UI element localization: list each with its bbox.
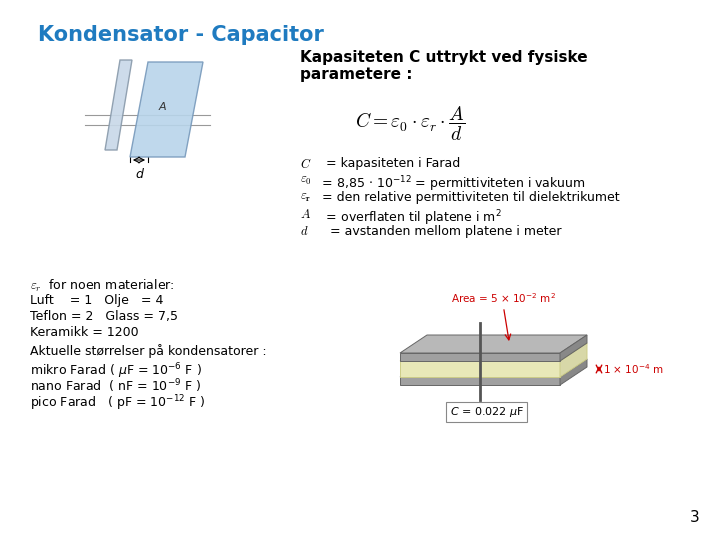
Polygon shape [400, 335, 587, 353]
Text: nano Farad  ( nF = 10$^{-9}$ F ): nano Farad ( nF = 10$^{-9}$ F ) [30, 377, 202, 395]
Text: $C$ = 0.022 $\mu$F: $C$ = 0.022 $\mu$F [449, 405, 524, 419]
Text: $C = \varepsilon_0 \cdot \varepsilon_r \cdot \dfrac{A}{d}$: $C = \varepsilon_0 \cdot \varepsilon_r \… [355, 105, 465, 143]
Text: $A$: $A$ [300, 208, 311, 221]
Polygon shape [130, 62, 203, 157]
Text: Kapasiteten C uttrykt ved fysiske: Kapasiteten C uttrykt ved fysiske [300, 50, 588, 65]
Text: 3: 3 [690, 510, 700, 525]
Polygon shape [400, 353, 560, 361]
Text: = overflaten til platene i m$^2$: = overflaten til platene i m$^2$ [318, 208, 502, 227]
Text: = kapasiteten i Farad: = kapasiteten i Farad [318, 157, 460, 170]
Polygon shape [400, 359, 587, 377]
Text: $\varepsilon_r$  for noen materialer:: $\varepsilon_r$ for noen materialer: [30, 278, 174, 294]
Text: pico Farad   ( pF = 10$^{-12}$ F ): pico Farad ( pF = 10$^{-12}$ F ) [30, 393, 206, 413]
Polygon shape [400, 361, 560, 377]
Text: = 8,85 $\cdot$ 10$^{-12}$ = permittiviteten i vakuum: = 8,85 $\cdot$ 10$^{-12}$ = permittivite… [318, 174, 586, 194]
Text: Teflon = 2   Glass = 7,5: Teflon = 2 Glass = 7,5 [30, 310, 178, 323]
Polygon shape [560, 359, 587, 385]
Text: $C$: $C$ [300, 157, 312, 171]
Polygon shape [560, 335, 587, 361]
Text: d: d [135, 168, 143, 181]
Text: = den relative permittiviteten til dielektrikumet: = den relative permittiviteten til diele… [318, 191, 620, 204]
Text: Keramikk = 1200: Keramikk = 1200 [30, 326, 139, 339]
Text: Aktuelle størrelser på kondensatorer :: Aktuelle størrelser på kondensatorer : [30, 344, 266, 358]
Text: mikro Farad ( $\mu$F = 10$^{-6}$ F ): mikro Farad ( $\mu$F = 10$^{-6}$ F ) [30, 361, 202, 381]
Text: $\mathbf{\varepsilon_r}$: $\mathbf{\varepsilon_r}$ [300, 191, 311, 204]
Polygon shape [560, 343, 587, 377]
Text: = avstanden mellom platene i meter: = avstanden mellom platene i meter [318, 225, 562, 238]
Text: parametere :: parametere : [300, 67, 413, 82]
Text: Luft    = 1   Olje   = 4: Luft = 1 Olje = 4 [30, 294, 163, 307]
Text: 1 $\times$ 10$^{-4}$ m: 1 $\times$ 10$^{-4}$ m [603, 362, 664, 376]
Polygon shape [400, 377, 560, 385]
Polygon shape [105, 60, 132, 150]
Text: A: A [158, 102, 166, 112]
Text: $\mathbf{\varepsilon_0}$: $\mathbf{\varepsilon_0}$ [300, 174, 312, 187]
Text: Kondensator - Capacitor: Kondensator - Capacitor [38, 25, 324, 45]
Text: $d$: $d$ [300, 225, 308, 238]
Text: Area = 5 $\times$ 10$^{-2}$ m$^2$: Area = 5 $\times$ 10$^{-2}$ m$^2$ [451, 291, 556, 305]
Polygon shape [400, 343, 587, 361]
